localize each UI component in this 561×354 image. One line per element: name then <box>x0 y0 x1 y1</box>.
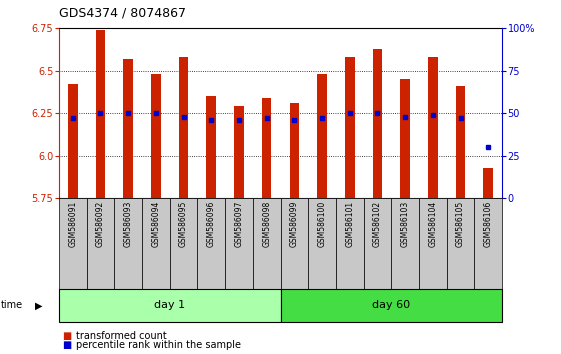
Bar <box>484 168 493 198</box>
Text: GSM586105: GSM586105 <box>456 201 465 247</box>
Text: GSM586103: GSM586103 <box>401 201 410 247</box>
Bar <box>317 74 327 198</box>
Bar <box>308 198 336 289</box>
Text: day 1: day 1 <box>154 300 185 310</box>
Bar <box>225 198 253 289</box>
Text: percentile rank within the sample: percentile rank within the sample <box>76 340 241 350</box>
Bar <box>475 198 502 289</box>
Text: GSM586093: GSM586093 <box>123 201 132 247</box>
Bar <box>419 198 447 289</box>
Text: transformed count: transformed count <box>76 331 167 341</box>
Bar <box>95 30 105 198</box>
Text: GSM586106: GSM586106 <box>484 201 493 247</box>
Bar <box>151 74 160 198</box>
Bar <box>234 107 244 198</box>
Bar <box>179 57 188 198</box>
Text: GSM586099: GSM586099 <box>290 201 299 247</box>
Text: ■: ■ <box>62 340 71 350</box>
Text: GSM586095: GSM586095 <box>179 201 188 247</box>
Bar <box>123 59 133 198</box>
Bar <box>59 198 86 289</box>
Text: GSM586096: GSM586096 <box>207 201 216 247</box>
Text: GSM586098: GSM586098 <box>262 201 271 247</box>
Text: GSM586104: GSM586104 <box>429 201 438 247</box>
Bar <box>262 98 272 198</box>
Bar <box>59 289 280 322</box>
Bar <box>86 198 114 289</box>
Text: ▶: ▶ <box>35 300 42 310</box>
Bar <box>280 289 502 322</box>
Bar <box>253 198 280 289</box>
Text: ■: ■ <box>62 331 71 341</box>
Text: GSM586100: GSM586100 <box>318 201 327 247</box>
Bar <box>456 86 466 198</box>
Bar <box>336 198 364 289</box>
Bar <box>197 198 225 289</box>
Text: GDS4374 / 8074867: GDS4374 / 8074867 <box>59 6 186 19</box>
Bar <box>142 198 169 289</box>
Bar <box>345 57 355 198</box>
Text: day 60: day 60 <box>373 300 410 310</box>
Text: GSM586101: GSM586101 <box>345 201 354 247</box>
Text: GSM586091: GSM586091 <box>68 201 77 247</box>
Bar <box>289 103 299 198</box>
Bar <box>206 96 216 198</box>
Bar <box>364 198 392 289</box>
Bar <box>392 198 419 289</box>
Bar <box>373 49 382 198</box>
Bar <box>68 84 77 198</box>
Text: GSM586092: GSM586092 <box>96 201 105 247</box>
Bar <box>280 198 308 289</box>
Text: GSM586094: GSM586094 <box>151 201 160 247</box>
Bar <box>114 198 142 289</box>
Bar <box>401 79 410 198</box>
Text: GSM586097: GSM586097 <box>234 201 243 247</box>
Bar <box>428 57 438 198</box>
Bar <box>169 198 197 289</box>
Text: GSM586102: GSM586102 <box>373 201 382 247</box>
Bar <box>447 198 475 289</box>
Text: time: time <box>1 300 23 310</box>
